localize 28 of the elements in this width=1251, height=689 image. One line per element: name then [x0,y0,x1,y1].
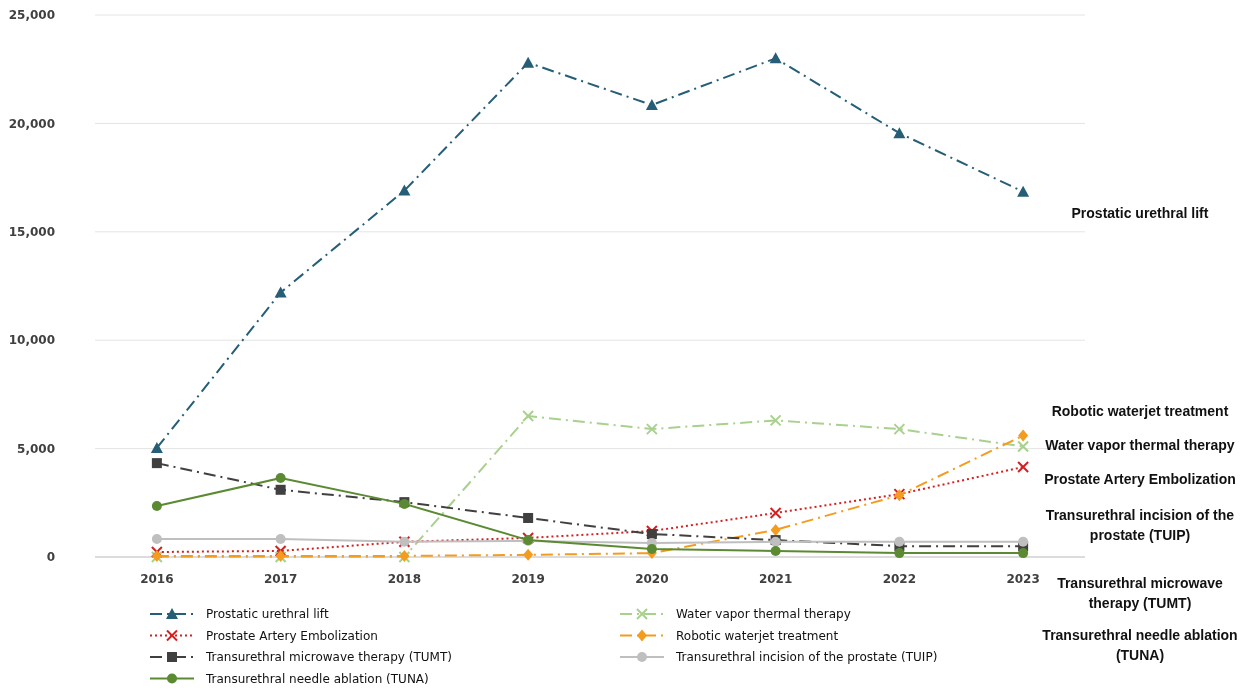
x-tick-label: 2022 [882,572,917,586]
y-tick-label: 25,000 [8,8,55,23]
y-tick-label: 20,000 [8,116,55,131]
legend-label: Prostatic urethral lift [206,607,329,622]
legend-label: Robotic waterjet treatment [676,628,839,643]
x-tick-label: 2019 [511,572,545,586]
text: Prostate Artery Embolization [1044,471,1236,487]
text: Prostatic urethral lift [1071,205,1209,221]
text: Water vapor thermal therapy [1045,437,1235,453]
x-tick-label: 2016 [140,572,174,586]
x-tick-label: 2017 [263,572,298,586]
legend-label: Water vapor thermal therapy [676,607,851,622]
text: Transurethral incision of the prostate (TUIP) [1045,507,1235,543]
legend-label: Transurethral needle ablation (TUNA) [205,671,429,686]
x-tick-label: 2021 [758,572,793,586]
legend-label: Transurethral microwave therapy (TUMT) [205,650,452,665]
legend-label: Transurethral incision of the prostate (TUIP) [675,650,938,665]
x-tick-label: 2020 [635,572,669,586]
text: Transurethral microwave therapy (TUMT) [1057,575,1223,611]
text: Transurethral needle ablation (TUNA) [1042,627,1238,663]
y-tick-label: 5,000 [17,441,55,456]
x-tick-label: 2018 [387,572,422,586]
x-tick-label: 2023 [1006,572,1040,586]
y-tick-label: 15,000 [8,225,55,239]
text: Robotic waterjet treatment [1051,403,1229,419]
legend-label: Prostate Artery Embolization [206,628,378,643]
y-tick-label: 10,000 [8,333,55,348]
y-tick-label: 0 [46,550,55,565]
